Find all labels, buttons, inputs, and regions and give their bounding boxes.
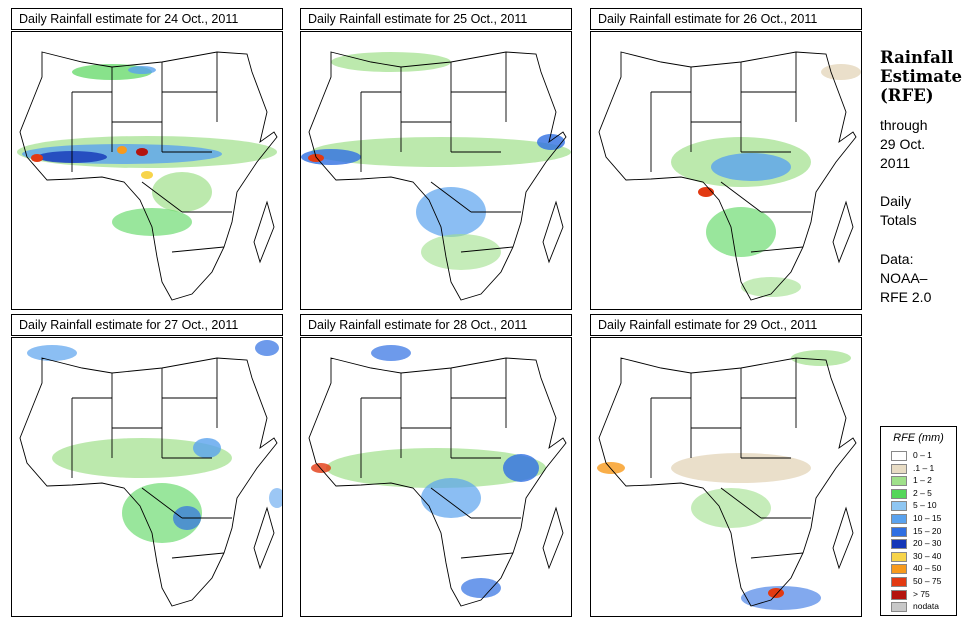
rain-overlay [27, 340, 282, 543]
legend-label: 20 – 30 [913, 538, 942, 549]
country-borders [19, 357, 278, 607]
panel-title: Daily Rainfall estimate for 28 Oct., 201… [300, 314, 572, 336]
rainfall-map [300, 337, 572, 617]
rain-overlay [301, 52, 571, 270]
data-line-3: RFE 2.0 [880, 289, 932, 305]
data-line-2: NOAA– [880, 270, 928, 286]
rainfall-map [300, 31, 572, 310]
africa-map [308, 345, 567, 607]
sidebar-date: through 29 Oct. 2011 [880, 116, 927, 173]
country-borders [19, 51, 278, 301]
legend-label: 1 – 2 [913, 475, 932, 486]
panel-title: Daily Rainfall estimate for 24 Oct., 201… [11, 8, 283, 30]
legend-swatch [891, 476, 907, 487]
rainfall-map [11, 31, 283, 310]
title-line-3: (RFE) [880, 86, 934, 105]
rain-overlay [597, 350, 851, 610]
title-line-1: Rainfall [880, 48, 954, 67]
date-line-2: 2011 [880, 155, 911, 171]
legend-swatch [891, 463, 907, 474]
sidebar-title: Rainfall Estimate (RFE) [880, 48, 962, 105]
rainfall-map [590, 337, 862, 617]
country-borders [598, 357, 857, 607]
legend-swatch [891, 514, 907, 524]
country-borders [308, 51, 567, 301]
totals-line-2: Totals [880, 212, 917, 228]
totals-line-1: Daily [880, 193, 912, 209]
legend-label: 50 – 75 [913, 576, 942, 586]
legend-swatch [891, 501, 907, 512]
title-line-2: Estimate [880, 67, 963, 86]
legend-label: .1 – 1 [913, 462, 935, 473]
africa-map [17, 51, 278, 301]
legend-label: 40 – 50 [913, 563, 942, 574]
data-line-1: Data: [880, 251, 914, 267]
legend-swatch [891, 589, 907, 600]
legend-swatch [891, 451, 907, 461]
rainfall-map [11, 337, 283, 617]
africa-map [19, 340, 282, 607]
legend-label: 10 – 15 [913, 513, 942, 523]
panel-title: Daily Rainfall estimate for 27 Oct., 201… [11, 314, 283, 336]
legend-swatch [891, 539, 907, 550]
sidebar-totals: Daily Totals [880, 192, 917, 230]
legend-swatch [891, 602, 907, 613]
legend-label: 15 – 20 [913, 525, 942, 536]
rainfall-map [590, 31, 862, 310]
legend-swatch [891, 526, 907, 537]
legend-label: > 75 [913, 588, 930, 599]
legend-swatch [891, 488, 907, 499]
rain-overlay [671, 64, 861, 297]
country-borders [308, 357, 567, 607]
through-label: through [880, 117, 928, 133]
rain-overlay [311, 345, 546, 598]
sidebar-data-source: Data: NOAA– RFE 2.0 [880, 250, 931, 307]
africa-map [597, 350, 857, 610]
africa-map [598, 51, 861, 301]
legend-swatch [891, 551, 907, 562]
africa-map [301, 51, 571, 301]
rain-overlay [17, 64, 277, 236]
legend-label: 30 – 40 [913, 550, 942, 561]
legend-label: nodata [913, 601, 939, 612]
panel-title: Daily Rainfall estimate for 29 Oct., 201… [590, 314, 862, 336]
legend-label: 5 – 10 [913, 500, 937, 511]
panel-title: Daily Rainfall estimate for 26 Oct., 201… [590, 8, 862, 30]
legend-label: 0 – 1 [913, 450, 932, 460]
legend-label: 2 – 5 [913, 487, 932, 498]
panel-title: Daily Rainfall estimate for 25 Oct., 201… [300, 8, 572, 30]
country-borders [598, 51, 857, 301]
legend-swatch [891, 564, 907, 575]
legend-title: RFE (mm) [893, 432, 944, 444]
legend-swatch [891, 577, 907, 587]
date-line-1: 29 Oct. [880, 136, 926, 152]
